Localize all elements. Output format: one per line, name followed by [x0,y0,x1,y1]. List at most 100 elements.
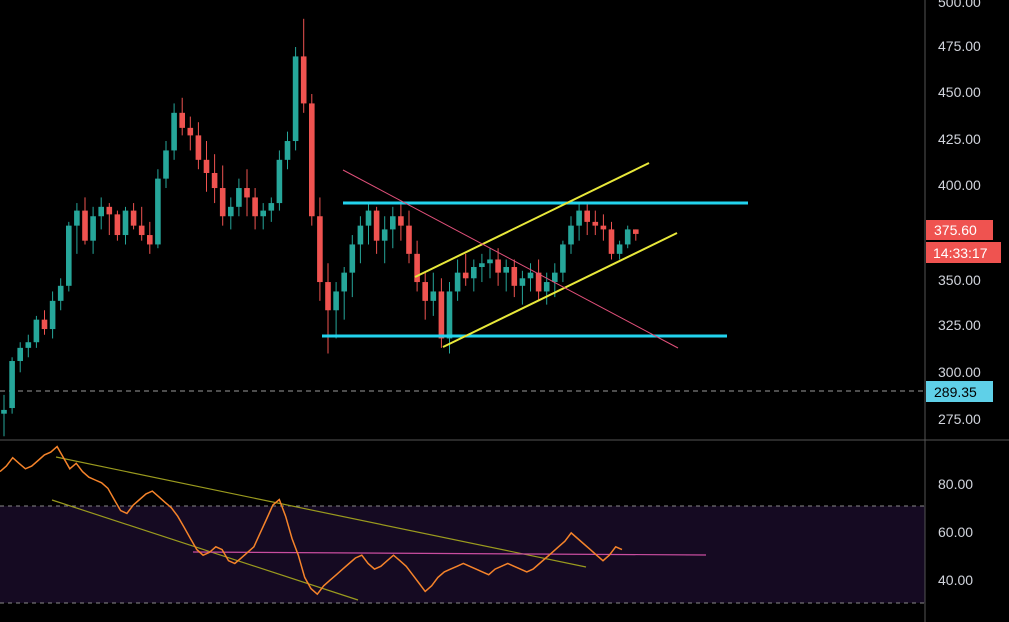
candle-up [479,263,485,268]
candle-down [633,229,639,234]
candle-down [147,235,153,245]
candle-up [430,291,437,301]
yellow-channel-lower-line[interactable] [442,232,678,348]
candle-down [414,253,420,283]
candle-down [244,188,250,198]
candle-up [260,210,266,217]
rsi-horizontal-line[interactable] [192,551,707,556]
pink-descending-trendline[interactable] [342,169,679,349]
candle-down [211,172,218,189]
candle-up [552,272,558,283]
candle-down [179,112,185,128]
candle-down [219,188,226,217]
candle-down [203,159,210,173]
candle-up [74,210,80,226]
candle-up [292,56,299,142]
rsi-tick: 40.00 [938,572,973,588]
dashed-level-text: 289.35 [934,384,977,400]
candle-down [495,259,501,273]
candle-down [608,229,615,254]
rsi-upper-trendline[interactable] [55,456,587,568]
candle-up [25,342,32,348]
countdown-badge [926,242,1001,263]
candle-up [268,203,275,211]
candle-up [276,159,283,204]
candle-down [406,225,412,254]
candle-down [138,225,145,236]
candle-up [487,259,493,264]
candle-down [462,272,469,279]
candle-down [106,206,113,215]
candle-down [592,221,599,226]
candle-up [576,210,582,226]
candle-down [325,282,331,311]
price-tick: 400.00 [938,177,981,193]
price-tick: 350.00 [938,272,981,288]
last-price-text: 375.60 [934,222,977,238]
candle-down [41,319,48,330]
price-tick-clipped: 500.00 [938,0,981,10]
candle-down [114,214,121,236]
rsi-lower-trendline[interactable] [51,499,359,601]
rsi-line [0,445,623,596]
candle-down [130,210,137,226]
rsi-tick: 80.00 [938,476,973,492]
price-tick: 325.00 [938,317,981,333]
rsi-axis[interactable]: 80.00 60.00 40.00 [938,476,973,588]
dashed-level-badge [926,381,993,402]
candle-up [155,178,161,245]
candle-up [357,225,364,245]
candle-down [438,291,445,339]
price-tick: 450.00 [938,84,981,100]
candle-up [333,291,339,311]
candle-up [98,206,104,217]
candle-up [236,188,242,207]
candle-down [398,216,404,226]
countdown-text: 14:33:17 [933,245,988,261]
candle-down [195,135,202,160]
candle-up [66,225,72,286]
candle-up [349,244,356,273]
candle-down [422,282,428,301]
candle-up [365,210,372,226]
candle-up [228,206,234,217]
candle-up [390,216,396,230]
price-tick: 275.00 [938,411,981,427]
candles-group [1,18,639,437]
candle-down [373,210,380,241]
last-price-badge [926,220,993,240]
yellow-channel-upper-line[interactable] [414,162,650,278]
candle-up [543,282,550,292]
candle-up [341,272,347,292]
candle-down [317,216,323,283]
candle-up [568,225,574,245]
candle-up [560,244,566,273]
candle-up [616,244,623,254]
candle-up [446,291,453,339]
candle-up [33,319,40,343]
candle-up [9,361,15,409]
candle-down [300,56,307,104]
price-axis[interactable]: 500.00 475.00 450.00 425.00 400.00 350.0… [938,0,981,427]
candle-up [17,347,23,362]
candle-up [122,210,129,236]
candle-up [454,272,461,292]
price-tick: 475.00 [938,38,981,54]
candle-up [471,267,477,279]
candle-up [57,285,64,301]
candle-down [252,197,258,217]
candle-up [381,229,388,241]
candle-up [284,141,291,160]
candle-down [82,210,88,241]
candle-up [90,216,96,241]
candle-up [527,272,534,279]
candle-up [624,229,631,245]
candle-down [535,272,542,292]
candle-down [187,127,194,136]
candle-up [49,300,56,330]
price-tick: 300.00 [938,364,981,380]
rsi-band [0,506,925,603]
rsi-tick: 60.00 [938,524,973,540]
candle-up [503,267,509,273]
